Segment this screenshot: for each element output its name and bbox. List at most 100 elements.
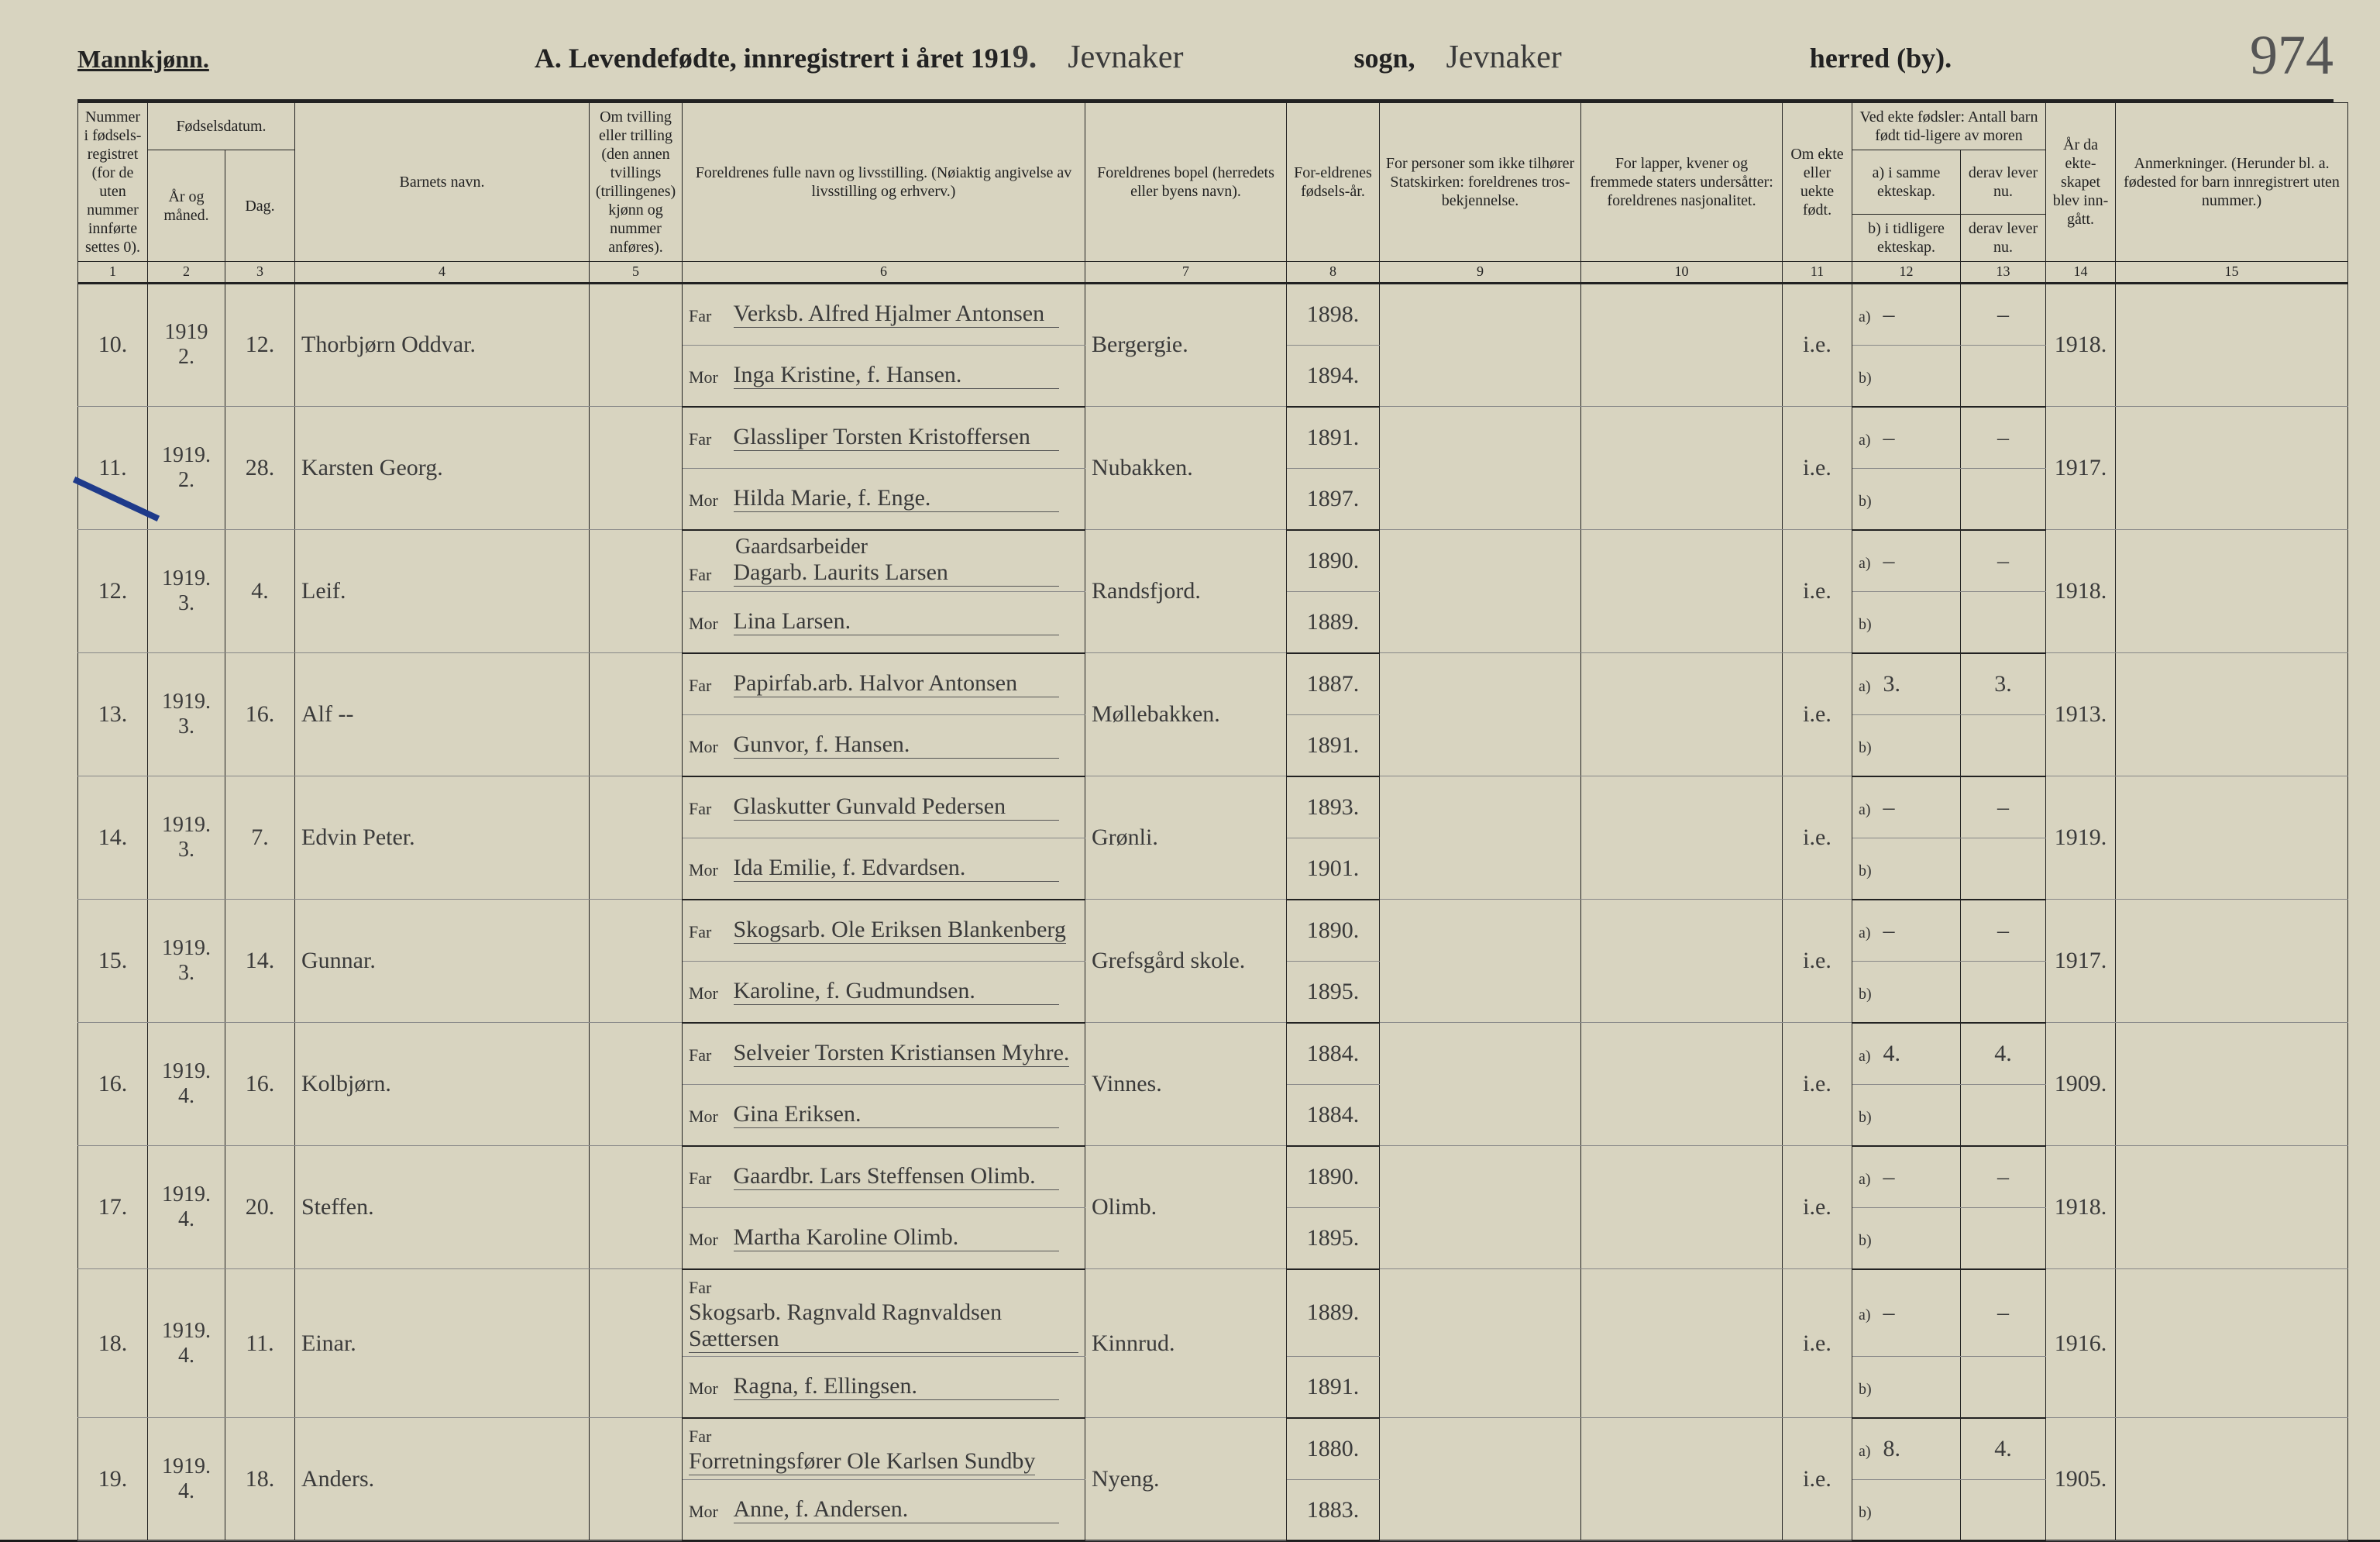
col12a-header: a) i samme ekteskap. (1852, 150, 1961, 215)
marriage-year: 1918. (2046, 1146, 2116, 1269)
col12a-cell: a) 8. (1852, 1418, 1961, 1480)
legitimacy: i.e. (1783, 407, 1852, 530)
legitimacy: i.e. (1783, 1418, 1852, 1541)
marriage-year: 1918. (2046, 530, 2116, 653)
day: 16. (225, 1023, 295, 1146)
page-number: 974 (2250, 23, 2334, 88)
day: 28. (225, 407, 295, 530)
col13b-cell (1961, 838, 2046, 900)
mor-label: Mor (689, 1502, 727, 1522)
year-month: 1919.4. (148, 1146, 225, 1269)
child-name: Thorbjørn Oddvar. (295, 283, 590, 407)
father-cell: Gaardsarbeider Far Dagarb. Laurits Larse… (683, 530, 1085, 592)
col13a-cell: – (1961, 283, 2046, 345)
col1-header: Nummer i fødsels-registret (for de uten … (78, 103, 148, 262)
col4-header: Barnets navn. (295, 103, 590, 262)
coln-13: 13 (1961, 262, 2046, 284)
col12b-cell: b) (1852, 1356, 1961, 1418)
mother-birth-year: 1894. (1287, 345, 1380, 407)
mother-name: Martha Karoline Olimb. (734, 1224, 1059, 1251)
father-name: Glassliper Torsten Kristoffersen (734, 424, 1059, 451)
col6-header: Foreldrenes fulle navn og livsstilling. … (683, 103, 1085, 262)
entry-number: 10. (78, 283, 148, 407)
coln-11: 11 (1783, 262, 1852, 284)
col1213-top: Ved ekte fødsler: Antall barn født tid-l… (1852, 103, 2046, 150)
mor-label: Mor (689, 1107, 727, 1127)
coln-3: 3 (225, 262, 295, 284)
mother-cell: Mor Lina Larsen. (683, 591, 1085, 653)
mor-label: Mor (689, 983, 727, 1003)
coln-6: 6 (683, 262, 1085, 284)
mother-cell: Mor Ragna, f. Ellingsen. (683, 1356, 1085, 1418)
col13b-cell (1961, 1479, 2046, 1541)
child-name: Alf -- (295, 653, 590, 776)
nationality-cell (1581, 1023, 1783, 1146)
religion-cell (1380, 1023, 1581, 1146)
mother-cell: Mor Karoline, f. Gudmundsen. (683, 961, 1085, 1023)
mother-birth-year: 1884. (1287, 1084, 1380, 1146)
legitimacy: i.e. (1783, 530, 1852, 653)
coln-15: 15 (2116, 262, 2348, 284)
father-cell: Far Forretningsfører Ole Karlsen Sundby (683, 1418, 1085, 1480)
entry-number: 19. (78, 1418, 148, 1541)
nationality-cell (1581, 653, 1783, 776)
col13b-cell (1961, 1356, 2046, 1418)
col12b-cell: b) (1852, 1084, 1961, 1146)
father-birth-year: 1884. (1287, 1023, 1380, 1085)
year-month: 19192. (148, 283, 225, 407)
far-label: Far (689, 1045, 727, 1065)
remarks-cell (2116, 1418, 2348, 1541)
marriage-year: 1917. (2046, 407, 2116, 530)
year-month: 1919.3. (148, 653, 225, 776)
remarks-cell (2116, 530, 2348, 653)
col12a-cell: a) – (1852, 1269, 1961, 1357)
table-row: 18. 1919.4. 11. Einar. Far Skogsarb. Rag… (78, 1269, 2348, 1357)
twin-cell (590, 653, 683, 776)
entry-number: 17. (78, 1146, 148, 1269)
col12a-cell: a) 3. (1852, 653, 1961, 715)
twin-cell (590, 1269, 683, 1418)
day: 12. (225, 283, 295, 407)
mother-cell: Mor Inga Kristine, f. Hansen. (683, 345, 1085, 407)
day: 4. (225, 530, 295, 653)
father-cell: Far Skogsarb. Ragnvald Ragnvaldsen Sætte… (683, 1269, 1085, 1357)
col9-header: For personer som ikke tilhører Statskirk… (1380, 103, 1581, 262)
father-birth-year: 1890. (1287, 900, 1380, 962)
col12a-cell: a) – (1852, 776, 1961, 838)
mor-label: Mor (689, 490, 727, 511)
mother-cell: Mor Gina Eriksen. (683, 1084, 1085, 1146)
day: 7. (225, 776, 295, 900)
col13a-cell: – (1961, 407, 2046, 469)
remarks-cell (2116, 1146, 2348, 1269)
mother-name: Ragna, f. Ellingsen. (734, 1373, 1059, 1400)
nationality-cell (1581, 900, 1783, 1023)
year-digit: 9. (1013, 39, 1037, 76)
father-birth-year: 1887. (1287, 653, 1380, 715)
father-birth-year: 1890. (1287, 530, 1380, 592)
parish-value: Jevnaker (1068, 39, 1183, 76)
marriage-year: 1913. (2046, 653, 2116, 776)
father-cell: Far Glaskutter Gunvald Pedersen (683, 776, 1085, 838)
col12a-cell: a) – (1852, 1146, 1961, 1208)
register-table: Nummer i fødsels-registret (for de uten … (77, 102, 2348, 1542)
father-cell: Far Verksb. Alfred Hjalmer Antonsen (683, 283, 1085, 345)
table-row: 13. 1919.3. 16. Alf -- Far Papirfab.arb.… (78, 653, 2348, 715)
coln-5: 5 (590, 262, 683, 284)
day: 18. (225, 1418, 295, 1541)
far-label: Far (689, 1427, 727, 1447)
legitimacy: i.e. (1783, 900, 1852, 1023)
residence: Vinnes. (1085, 1023, 1287, 1146)
father-cell: Far Skogsarb. Ole Eriksen Blankenberg (683, 900, 1085, 962)
day: 16. (225, 653, 295, 776)
father-birth-year: 1891. (1287, 407, 1380, 469)
mother-birth-year: 1901. (1287, 838, 1380, 900)
father-birth-year: 1890. (1287, 1146, 1380, 1208)
mor-label: Mor (689, 614, 727, 634)
coln-14: 14 (2046, 262, 2116, 284)
col23-group: Fødselsdatum. (148, 103, 295, 150)
father-name: Selveier Torsten Kristiansen Myhre. (734, 1040, 1070, 1067)
page: Mannkjønn. A. Levendefødte, innregistrer… (0, 0, 2380, 1540)
child-name: Anders. (295, 1418, 590, 1541)
day: 11. (225, 1269, 295, 1418)
table-row: 10. 19192. 12. Thorbjørn Oddvar. Far Ver… (78, 283, 2348, 345)
